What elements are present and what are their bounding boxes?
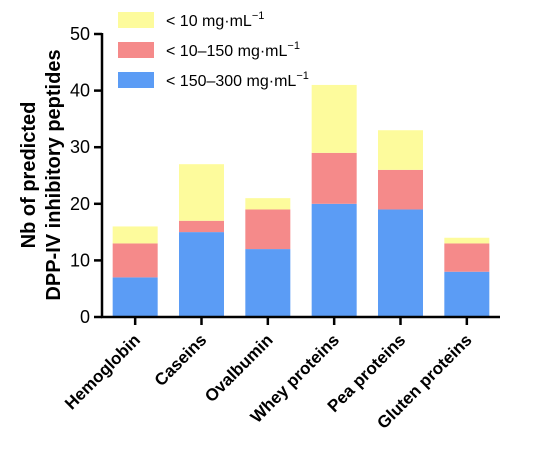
legend-swatch-0 [118,72,154,88]
legend-swatch-1 [118,42,154,58]
bar-segment-caseins-series-2 [179,164,224,221]
bar-segment-pea-proteins-series-0 [378,209,423,317]
y-axis-title-line-1: Nb of predicted [18,102,40,249]
bar-segment-pea-proteins-series-1 [378,169,423,210]
bar-segment-ovalbumin-series-2 [245,198,291,210]
bar-segment-whey-proteins-series-0 [311,203,357,317]
y-tick-label: 40 [70,81,90,101]
bar-segment-ovalbumin-series-0 [245,249,291,317]
bar-segment-gluten-proteins-series-1 [444,243,490,272]
y-tick-label: 0 [80,307,90,327]
y-axis: 0 10 20 30 40 50 [70,24,104,327]
y-tick-label: 10 [70,250,90,270]
bar-segment-whey-proteins-series-2 [311,84,357,153]
x-tick-label-hemoglobin: Hemoglobin [61,330,144,413]
y-tick-label: 30 [70,137,90,157]
bar-segment-pea-proteins-series-2 [378,130,423,170]
y-tick-label: 50 [70,24,90,44]
legend-label-0: < 150–300 mg·mL−1 [166,70,309,90]
bar-segment-hemoglobin-series-1 [112,243,158,278]
x-tick-label-caseins: Caseins [151,330,211,390]
legend-label-2: < 10 mg·mL−1 [166,10,264,30]
bar-segment-caseins-series-0 [179,232,224,317]
bar-segment-gluten-proteins-series-2 [444,237,490,244]
y-axis-title-line-2: DPP-IV inhibitory peptides [43,49,65,300]
y-axis-title: Nb of predicted DPP-IV inhibitory peptid… [18,49,65,300]
bar-segment-hemoglobin-series-0 [112,277,158,317]
legend-label-1: < 10–150 mg·mL−1 [166,40,300,60]
bar-segment-gluten-proteins-series-0 [444,271,490,317]
bars [112,84,490,317]
legend: < 10 mg·mL−1 < 10–150 mg·mL−1 < 150–300 mg… [118,10,309,90]
legend-swatch-2 [118,12,154,28]
y-tick-label: 20 [70,194,90,214]
bar-segment-caseins-series-1 [179,220,224,233]
bar-segment-ovalbumin-series-1 [245,209,291,250]
bar-segment-whey-proteins-series-1 [311,152,357,204]
bar-segment-hemoglobin-series-2 [112,226,158,244]
